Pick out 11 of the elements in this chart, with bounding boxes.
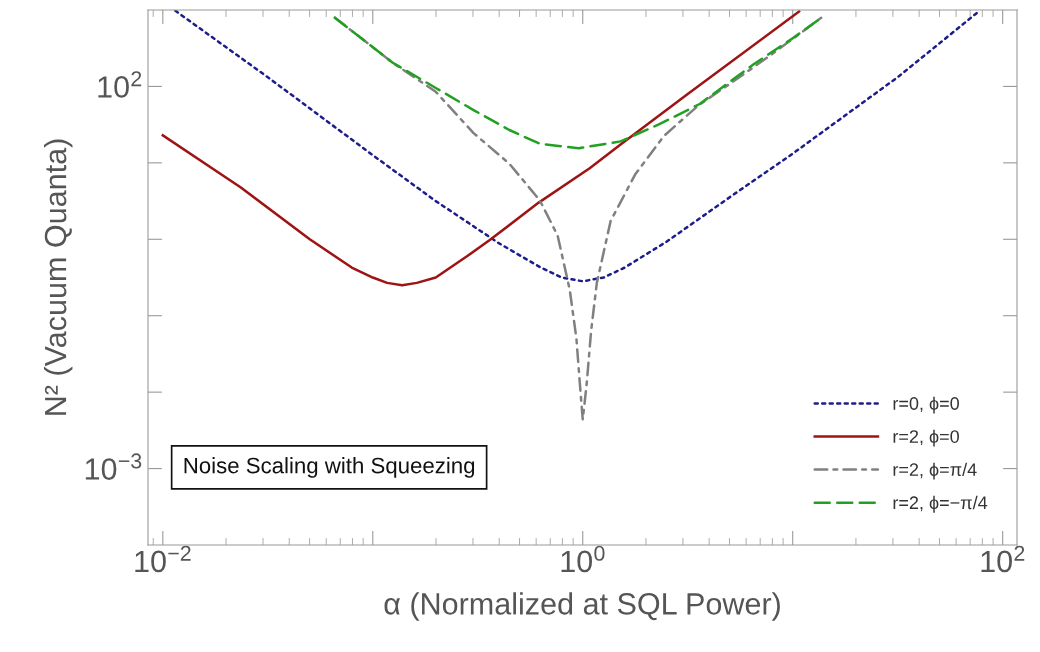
y-tick-label: 10$^{−3}$ (85, 453, 142, 480)
x-tick-label: 10$^{0}$ (561, 545, 605, 573)
x-tick-label: 10$^{−2}$ (135, 545, 191, 573)
y-axis-title: N² (Vacuum Quanta) (43, 139, 73, 415)
legend-label: r=2, ϕ=π/4 (893, 462, 977, 480)
x-tick-label: 10$^{2}$ (981, 545, 1025, 573)
legend-label: r=2, ϕ=−π/4 (893, 495, 988, 513)
annotation: Noise Scaling with Squeezing (184, 457, 475, 478)
legend-label: r=2, ϕ=0 (893, 429, 959, 447)
x-axis-title: α (Normalized at SQL Power) (384, 592, 780, 621)
legend-label: r=0, ϕ=0 (893, 396, 959, 414)
